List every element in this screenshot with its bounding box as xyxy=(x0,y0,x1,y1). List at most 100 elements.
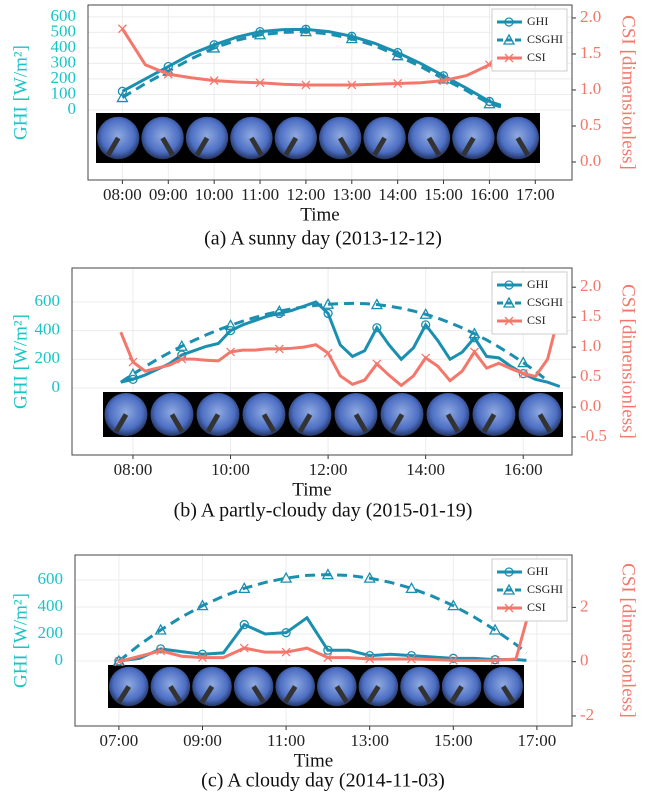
series-line xyxy=(121,27,502,107)
marker xyxy=(117,86,128,96)
sky-image-arm xyxy=(501,685,516,704)
sky-image-arm xyxy=(205,413,221,433)
marker xyxy=(116,91,129,103)
y-tick-label: 200 xyxy=(51,68,77,87)
marker xyxy=(156,644,166,654)
marker xyxy=(365,654,375,664)
y2-tick-label: 1.0 xyxy=(580,79,601,98)
sky-image-arm xyxy=(461,136,476,157)
marker xyxy=(448,653,458,663)
legend-box xyxy=(491,271,568,335)
marker xyxy=(502,296,516,308)
y2-tick-label: 1.5 xyxy=(580,306,601,325)
sky-image-arm xyxy=(194,136,210,157)
sky-image-arm xyxy=(537,413,553,433)
sky-image-arm xyxy=(389,413,405,433)
y-tick-label: 0 xyxy=(68,99,77,118)
x-tick-label: 15:00 xyxy=(424,185,463,204)
sky-image-arm xyxy=(106,136,121,157)
marker xyxy=(323,348,333,358)
marker xyxy=(504,280,514,290)
marker xyxy=(281,647,291,657)
sky-image-arm xyxy=(366,685,381,704)
x-tick-label: 11:00 xyxy=(241,185,279,204)
sky-image-arm xyxy=(372,136,387,157)
y-tick-label: 500 xyxy=(51,21,77,40)
series-line xyxy=(119,301,549,384)
x-tick-label: 10:00 xyxy=(211,460,250,479)
legend-label: CSGHI xyxy=(527,295,563,309)
y-tick-label: 200 xyxy=(38,623,64,642)
marker xyxy=(224,318,237,330)
series-line xyxy=(118,615,527,663)
y-tick-label: 300 xyxy=(51,52,77,71)
series-line xyxy=(119,310,562,388)
marker xyxy=(347,80,357,90)
x-tick-label: 10:00 xyxy=(195,185,234,204)
marker xyxy=(208,41,221,53)
x-tick-label: 13:00 xyxy=(332,185,371,204)
sky-image-arm xyxy=(249,136,264,157)
sky-image-arm xyxy=(449,685,464,704)
marker xyxy=(370,298,383,310)
sky-image-arm xyxy=(426,136,442,157)
marker xyxy=(226,347,235,357)
sky-image-arm xyxy=(160,136,175,157)
plot-frame xyxy=(71,267,573,456)
marker xyxy=(279,571,293,583)
x-tick-label: 16:00 xyxy=(470,185,509,204)
x-tick-label: 16:00 xyxy=(504,460,543,479)
marker xyxy=(502,33,516,45)
y2-tick-label: 0.5 xyxy=(580,115,601,134)
sky-image-arm xyxy=(297,413,313,433)
x-tick-label: 07:00 xyxy=(100,731,139,750)
marker xyxy=(274,344,284,354)
y2-tick-label: -0.5 xyxy=(580,426,607,445)
y2-tick-label: 2.0 xyxy=(580,7,601,26)
marker xyxy=(154,623,167,635)
sky-image xyxy=(441,666,482,707)
y-axis-label: GHI [W/m²] xyxy=(10,593,31,688)
marker xyxy=(421,353,431,363)
x-tick-label: 12:00 xyxy=(309,460,348,479)
x-tick-label: 09:00 xyxy=(149,185,188,204)
marker xyxy=(321,568,334,580)
marker xyxy=(372,359,382,369)
legend-box xyxy=(491,8,568,72)
x-tick-label: 08:00 xyxy=(103,185,142,204)
marker xyxy=(239,619,249,630)
sky-image-arm xyxy=(515,136,530,157)
y2-tick-label: -2 xyxy=(580,705,594,724)
y-tick-label: 0 xyxy=(55,650,64,669)
y-tick-label: 600 xyxy=(51,6,77,25)
y-tick-label: 600 xyxy=(35,291,61,310)
y-tick-label: 200 xyxy=(35,348,61,367)
marker xyxy=(239,643,249,653)
sky-image-arm xyxy=(338,136,353,157)
x-tick-label: 09:00 xyxy=(183,731,222,750)
marker xyxy=(281,628,291,638)
y2-axis-label: CSI [dimensionless] xyxy=(618,284,639,439)
marker xyxy=(198,653,207,663)
marker xyxy=(490,655,500,665)
plot-frame xyxy=(74,554,573,727)
x-tick-label: 11:00 xyxy=(267,731,305,750)
legend-label: CSGHI xyxy=(527,582,563,596)
y-tick-label: 400 xyxy=(35,320,61,339)
series-line xyxy=(121,30,502,109)
marker xyxy=(421,320,431,330)
marker xyxy=(504,567,514,577)
marker xyxy=(196,599,209,611)
marker xyxy=(469,347,479,357)
x-tick-label: 14:00 xyxy=(378,185,417,204)
x-tick-label: 12:00 xyxy=(287,185,326,204)
caption: (b) A partly-cloudy day (2015-01-19) xyxy=(174,500,473,522)
x-axis-label: Time xyxy=(294,750,333,771)
marker xyxy=(301,80,311,90)
marker xyxy=(504,17,514,27)
marker xyxy=(447,599,460,611)
legend-label: CSGHI xyxy=(527,32,563,46)
marker xyxy=(209,76,219,86)
marker xyxy=(156,646,166,656)
x-tick-label: 15:00 xyxy=(434,731,473,750)
